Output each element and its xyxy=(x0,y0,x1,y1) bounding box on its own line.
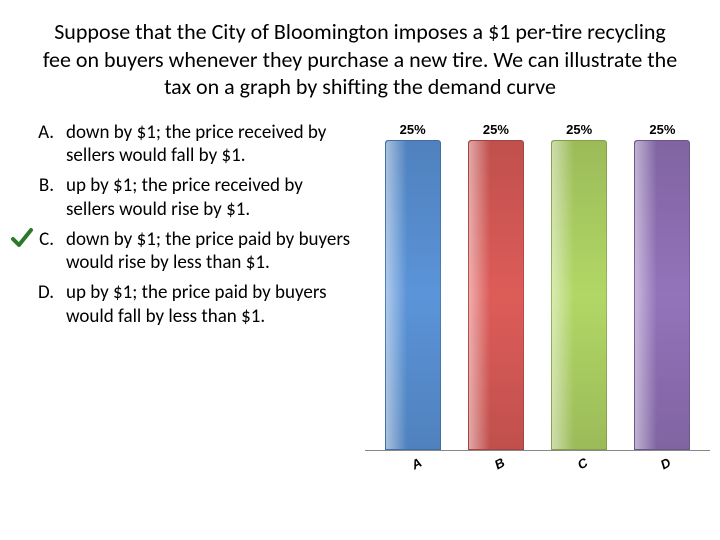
bar-wrap: 25% xyxy=(627,122,697,450)
answer-letter: D. xyxy=(30,281,66,304)
content-area: A. down by $1; the price received by sel… xyxy=(0,109,720,491)
answer-letter: C. xyxy=(30,228,66,251)
bar-wrap: 25% xyxy=(378,122,448,450)
bar-value-label: 25% xyxy=(400,122,426,137)
bar-d xyxy=(634,140,690,450)
answer-letter: B. xyxy=(30,174,66,197)
bar-value-label: 25% xyxy=(649,122,675,137)
bar-a xyxy=(385,140,441,450)
answers-list: A. down by $1; the price received by sel… xyxy=(10,121,365,335)
bar-wrap: 25% xyxy=(544,122,614,450)
bar-value-label: 25% xyxy=(483,122,509,137)
poll-chart: 25% 25% 25% 25% A B C D xyxy=(365,121,710,491)
answer-row: A. down by $1; the price received by sel… xyxy=(30,121,355,169)
bar-c xyxy=(551,140,607,450)
answer-text: down by $1; the price received by seller… xyxy=(66,121,355,169)
bar-value-label: 25% xyxy=(566,122,592,137)
answer-row: B. up by $1; the price received by selle… xyxy=(30,174,355,222)
answer-text: down by $1; the price paid by buyers wou… xyxy=(66,228,355,276)
answer-row: D. up by $1; the price paid by buyers wo… xyxy=(30,281,355,329)
chart-bars: 25% 25% 25% 25% xyxy=(365,121,710,451)
answer-text: up by $1; the price paid by buyers would… xyxy=(66,281,355,329)
question-text: Suppose that the City of Bloomington imp… xyxy=(0,0,720,109)
answer-row: C. down by $1; the price paid by buyers … xyxy=(30,228,355,276)
bar-wrap: 25% xyxy=(461,122,531,450)
chart-x-labels: A B C D xyxy=(365,451,710,472)
answer-text: up by $1; the price received by sellers … xyxy=(66,174,355,222)
checkmark-icon xyxy=(10,226,34,250)
answer-letter: A. xyxy=(30,121,66,144)
bar-b xyxy=(468,140,524,450)
